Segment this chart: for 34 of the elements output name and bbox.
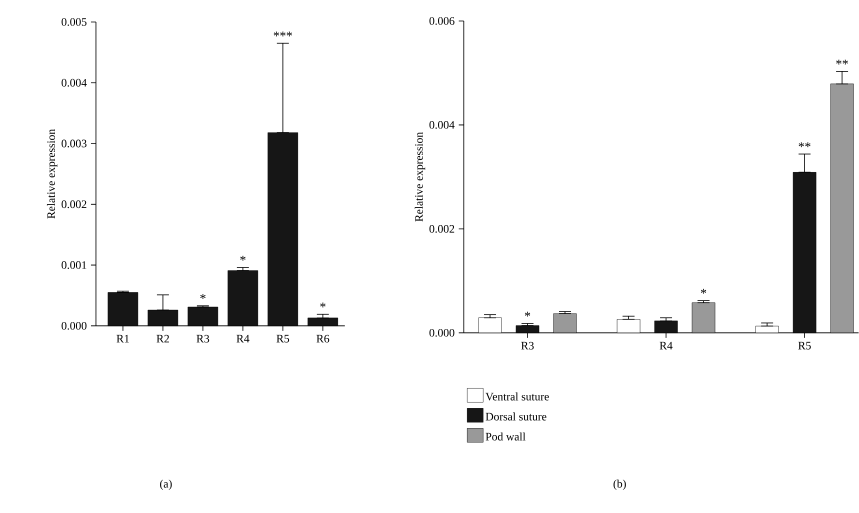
x-tick-label: R1 [116,334,129,343]
annotation: * [240,256,246,261]
text: (b) [614,480,626,490]
x-tick-label: R5 [276,334,290,343]
x-tick-label: R4 [236,334,250,343]
annotation: ** [836,60,848,65]
y-tick-label: 0.004 [62,78,87,87]
annotation: *** [274,32,292,36]
legend-label: Dorsal suture [486,412,546,421]
y-tick-label: 0.006 [429,17,454,25]
x-tick-label: R4 [660,342,673,350]
y-tick-label: 0.002 [62,200,86,208]
x-tick-label: R3 [196,334,210,343]
y-tick-label: 0.000 [429,329,454,337]
y-tick-label: 0.002 [429,225,454,233]
y-tick-label: 0.000 [62,322,87,330]
y-axis-title: Relative expression [46,129,58,219]
y-tick-label: 0.005 [62,18,86,26]
x-tick-label: R6 [316,334,330,343]
x-tick-label: R3 [521,342,534,350]
y-tick-label: 0.003 [62,140,86,148]
y-tick-label: 0.004 [429,121,455,129]
annotation: * [524,312,530,317]
legend-label: Ventral suture [485,392,549,401]
annotation: * [200,294,206,299]
annotation: * [320,302,326,308]
y-tick-label: 0.001 [62,261,86,270]
annotation: * [700,289,706,294]
annotation: ** [798,142,810,148]
text: (a) [160,480,172,490]
y-axis-title: Relative expression [414,132,426,222]
legend-label: Pod wall [486,432,526,441]
x-tick-label: R5 [798,342,811,350]
x-tick-label: R2 [156,334,169,343]
